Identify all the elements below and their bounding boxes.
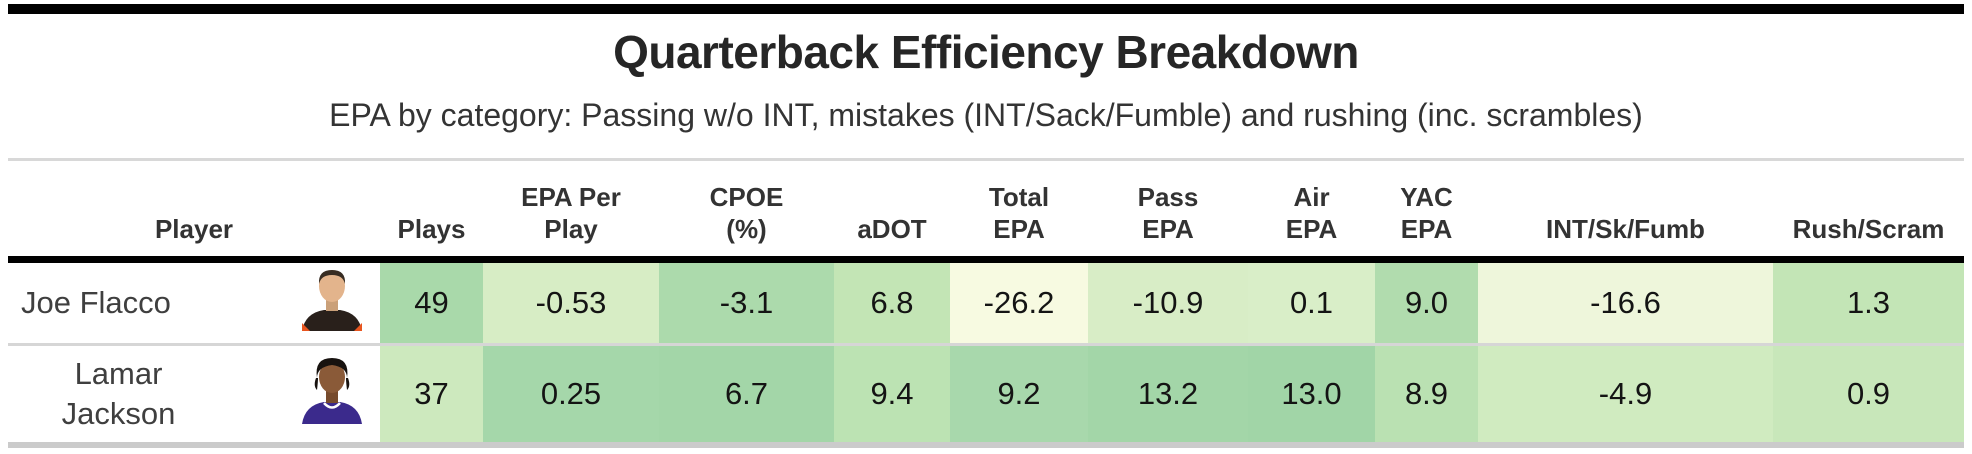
column-header-plays: Plays bbox=[380, 158, 483, 263]
cell-int-sk-fumb: -4.9 bbox=[1478, 344, 1773, 448]
cell-epa-per-play: 0.25 bbox=[483, 344, 659, 448]
cell-air-epa: 0.1 bbox=[1248, 259, 1375, 346]
page-title: Quarterback Efficiency Breakdown bbox=[613, 26, 1359, 78]
player-name: Lamar Jackson bbox=[61, 356, 176, 431]
table-top-border bbox=[8, 4, 1964, 14]
cell-pass-epa: 13.2 bbox=[1088, 344, 1248, 448]
table-row-lamar-jackson: Lamar Jackson 37 0. bbox=[8, 344, 1964, 448]
column-header-player: Player bbox=[8, 158, 380, 263]
cell-plays: 37 bbox=[380, 344, 483, 448]
table-header-row: Player Plays EPA Per Play CPOE (%) aDOT … bbox=[8, 158, 1964, 263]
lamar-jackson-headshot-icon bbox=[296, 356, 368, 432]
cell-yac-epa: 9.0 bbox=[1375, 259, 1478, 346]
cell-rush-scram: 1.3 bbox=[1773, 259, 1964, 346]
cell-total-epa: -26.2 bbox=[950, 259, 1088, 346]
cell-epa-per-play: -0.53 bbox=[483, 259, 659, 346]
column-header-air-epa: Air EPA bbox=[1248, 158, 1375, 263]
column-header-epa-per-play: EPA Per Play bbox=[483, 158, 659, 263]
column-header-adot: aDOT bbox=[834, 158, 950, 263]
page-subtitle: EPA by category: Passing w/o INT, mistak… bbox=[329, 97, 1643, 133]
column-header-rush-scram: Rush/Scram bbox=[1773, 158, 1964, 263]
cell-plays: 49 bbox=[380, 259, 483, 346]
cell-yac-epa: 8.9 bbox=[1375, 344, 1478, 448]
cell-adot: 9.4 bbox=[834, 344, 950, 448]
cell-pass-epa: -10.9 bbox=[1088, 259, 1248, 346]
player-name: Joe Flacco bbox=[21, 285, 171, 321]
cell-total-epa: 9.2 bbox=[950, 344, 1088, 448]
column-header-pass-epa: Pass EPA bbox=[1088, 158, 1248, 263]
column-header-total-epa: Total EPA bbox=[950, 158, 1088, 263]
joe-flacco-headshot-icon bbox=[296, 267, 368, 339]
cell-air-epa: 13.0 bbox=[1248, 344, 1375, 448]
column-header-yac-epa: YAC EPA bbox=[1375, 158, 1478, 263]
player-cell: Lamar Jackson bbox=[8, 344, 380, 448]
cell-adot: 6.8 bbox=[834, 259, 950, 346]
column-header-int-sk-fumb: INT/Sk/Fumb bbox=[1478, 158, 1773, 263]
qb-efficiency-table: Player Plays EPA Per Play CPOE (%) aDOT … bbox=[8, 158, 1964, 448]
cell-rush-scram: 0.9 bbox=[1773, 344, 1964, 448]
cell-cpoe: 6.7 bbox=[659, 344, 834, 448]
player-cell: Joe Flacco bbox=[8, 259, 380, 346]
column-header-cpoe: CPOE (%) bbox=[659, 158, 834, 263]
table-row-joe-flacco: Joe Flacco 49 -0.53 -3.1 bbox=[8, 259, 1964, 346]
cell-int-sk-fumb: -16.6 bbox=[1478, 259, 1773, 346]
cell-cpoe: -3.1 bbox=[659, 259, 834, 346]
